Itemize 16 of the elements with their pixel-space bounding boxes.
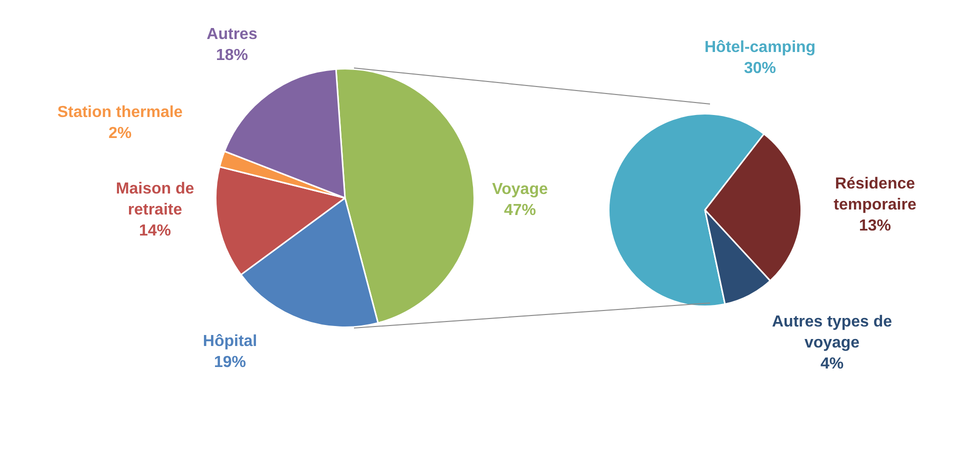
data-label: 13% xyxy=(858,217,892,234)
slice-label: Voyage xyxy=(492,180,548,198)
data-label: 30% xyxy=(744,60,776,77)
data-label: 19% xyxy=(214,354,246,371)
data-label: 14% xyxy=(138,222,172,240)
slice-label: Maison de retraite xyxy=(116,180,194,218)
data-label: 18% xyxy=(216,46,248,64)
slice-label: Hôpital xyxy=(202,332,258,350)
slice-label: Autres xyxy=(206,26,258,43)
data-label: 4% xyxy=(820,355,844,372)
data-label: 47% xyxy=(504,202,536,219)
slice-label: Station thermale xyxy=(57,104,183,121)
slice-label: Hôtel-camping xyxy=(704,38,816,56)
data-label: 2% xyxy=(108,124,132,142)
slice-label: Autres types de voyage xyxy=(772,313,892,352)
slice-label: Résidence temporaire xyxy=(834,175,916,214)
